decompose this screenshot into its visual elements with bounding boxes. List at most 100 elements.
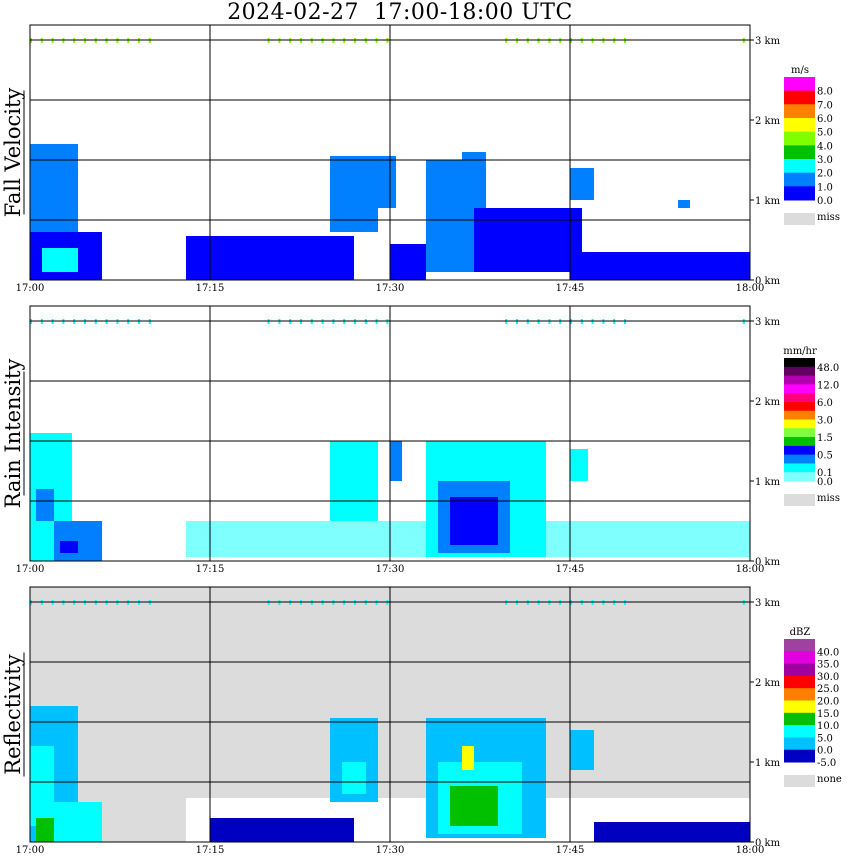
echo-region	[330, 156, 378, 232]
legend-swatch	[784, 428, 815, 438]
echo-region	[378, 156, 396, 208]
legend-label: 30.0	[817, 672, 839, 683]
x-tick-label: 17:00	[16, 283, 45, 294]
legend-label: 25.0	[817, 684, 839, 695]
legend-label: 0.1	[817, 468, 833, 479]
x-tick-label: 17:00	[16, 564, 45, 575]
legend-swatch	[784, 366, 815, 377]
legend-swatch	[784, 688, 815, 701]
legend-swatch	[784, 118, 815, 133]
x-tick-label: 17:45	[556, 283, 585, 294]
legend-label: 5.0	[817, 733, 833, 744]
legend-swatch	[784, 172, 815, 187]
legend-miss-label: miss	[817, 212, 840, 223]
y-axis-label: Reflectivity	[1, 654, 25, 775]
legend-label: 12.0	[817, 380, 839, 391]
y-tick-label: 3 km	[755, 36, 781, 47]
y-tick-label: 2 km	[755, 397, 781, 408]
echo-region	[390, 244, 426, 280]
panel-reflectivity: 17:00 17:15 17:30 17:45 18:00 3 km 2 km 1 km 0 k…	[1, 586, 842, 856]
legend-miss-swatch	[784, 775, 815, 787]
legend-swatch	[784, 675, 815, 689]
legend-swatch	[784, 463, 815, 473]
legend-label: 2.0	[817, 169, 833, 180]
legend-label: 6.0	[817, 398, 833, 409]
legend-label: 4.0	[817, 141, 833, 152]
echo-region	[330, 441, 378, 521]
echo-region	[570, 449, 588, 481]
echo-region	[678, 200, 690, 208]
legend-swatch	[784, 159, 815, 174]
legend-label: 0.0	[817, 477, 833, 488]
legend-label: 5.0	[817, 128, 833, 139]
echo-region	[54, 802, 102, 842]
legend-label: 6.0	[817, 114, 833, 125]
y-tick-label: 2 km	[755, 678, 781, 689]
echo-region	[474, 208, 582, 272]
y-tick-label: 0 km	[755, 557, 781, 568]
legend-swatch	[784, 445, 815, 456]
legend-swatch	[784, 186, 815, 201]
y-tick-label: 1 km	[755, 758, 781, 769]
legend-label: 0.0	[817, 746, 833, 757]
echo-region	[186, 236, 354, 280]
x-tick-label: 17:30	[376, 845, 405, 856]
legend-swatch	[784, 712, 815, 726]
legend-swatch	[784, 651, 815, 665]
chart-title: 2024-02-27 17:00-18:00 UTC	[227, 0, 573, 25]
panel-rain-intensity: 17:00 17:15 17:30 17:45 18:00 3 km 2 km 1 km 0 k…	[1, 305, 840, 575]
plot-frame	[29, 305, 751, 562]
legend-label: 48.0	[817, 363, 839, 374]
legend-swatch	[784, 384, 815, 394]
x-tick-label: 17:30	[376, 564, 405, 575]
y-tick-label: 3 km	[755, 598, 781, 609]
legend-swatch	[784, 700, 815, 714]
echo-region	[210, 818, 354, 842]
plot-frame	[29, 586, 751, 843]
legend-miss-swatch	[784, 213, 815, 225]
echo-region	[36, 818, 54, 842]
plot-frame	[29, 24, 751, 281]
legend-label: 0.0	[817, 196, 833, 207]
legend-swatch	[784, 454, 815, 464]
legend-label: 35.0	[817, 660, 839, 671]
echo-region	[570, 168, 594, 200]
x-tick-label: 17:45	[556, 564, 585, 575]
echo-region	[570, 252, 750, 280]
legend-label: 40.0	[817, 647, 839, 658]
echo-region	[450, 786, 498, 826]
legend-label: 3.0	[817, 416, 833, 427]
legend-swatch	[784, 90, 815, 105]
legend-label: 7.0	[817, 100, 833, 111]
legend-swatch	[784, 375, 815, 385]
y-tick-label: 3 km	[755, 317, 781, 328]
legend-swatch	[784, 725, 815, 738]
x-tick-label: 17:30	[376, 283, 405, 294]
legend-swatch	[784, 358, 815, 368]
x-tick-label: 17:15	[196, 564, 225, 575]
legend-label: 8.0	[817, 87, 833, 98]
echo-region	[36, 489, 54, 521]
x-tick-label: 18:00	[736, 283, 765, 294]
legend-swatch	[784, 737, 815, 751]
color-legend: m/s 8.0 7.0 6.0 5.0 4.0 3.0 2.0 1.0 0.0 miss	[784, 65, 840, 225]
legend-miss-swatch	[784, 494, 815, 506]
x-tick-label: 17:00	[16, 845, 45, 856]
x-tick-label: 17:15	[196, 845, 225, 856]
y-axis-label: Fall Velocity	[1, 88, 25, 218]
legend-swatch	[784, 77, 815, 92]
legend-swatch	[784, 663, 815, 677]
legend-swatch	[784, 472, 815, 482]
legend-label: 15.0	[817, 709, 839, 720]
legend-label: 1.0	[817, 182, 833, 193]
legend-label: 0.5	[817, 451, 833, 462]
y-tick-label: 1 km	[755, 196, 781, 207]
legend-label: 20.0	[817, 697, 839, 708]
legend-unit: m/s	[791, 65, 809, 76]
echo-region	[342, 762, 366, 794]
legend-swatch	[784, 639, 815, 652]
x-tick-label: 17:15	[196, 283, 225, 294]
panel-fall-velocity: 17:00 17:15 17:30 17:45 18:00 3 km 2 km 1 km 0 k…	[1, 24, 840, 294]
